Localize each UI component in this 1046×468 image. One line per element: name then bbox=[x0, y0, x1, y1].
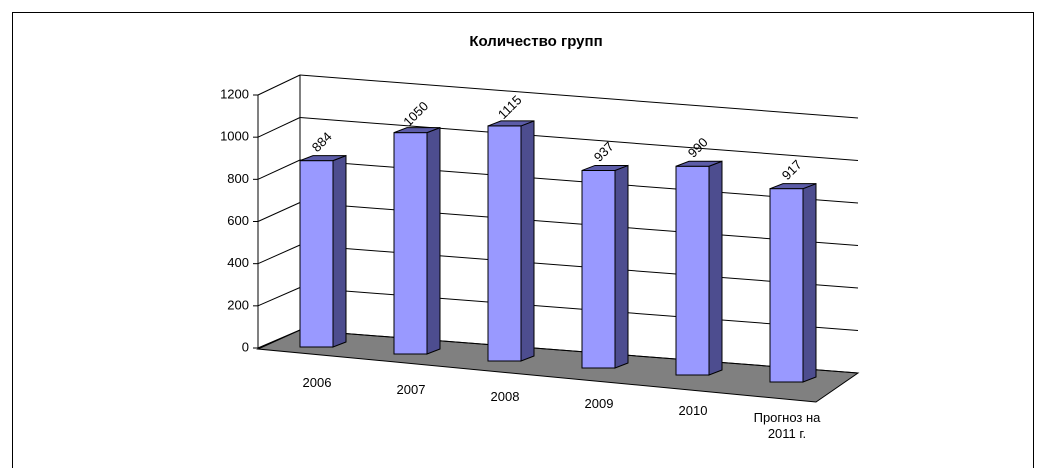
grid-line bbox=[299, 159, 859, 204]
grid-line bbox=[299, 117, 859, 161]
chart-title: Количество групп bbox=[469, 33, 602, 50]
bar-side bbox=[614, 164, 629, 369]
y-tick-label: 1200 bbox=[220, 86, 249, 101]
grid-line bbox=[299, 74, 859, 119]
bar bbox=[299, 154, 347, 348]
bar-top bbox=[487, 120, 535, 127]
bar-side bbox=[426, 126, 441, 355]
x-tick-label: 2007 bbox=[396, 382, 426, 397]
grid-line bbox=[299, 244, 859, 289]
side-grid-line bbox=[257, 117, 301, 138]
x-tick-label: 2009 bbox=[584, 396, 614, 411]
grid-line bbox=[299, 287, 859, 331]
grid-line bbox=[299, 202, 859, 246]
bar-front bbox=[299, 160, 334, 348]
side-grid-line bbox=[257, 329, 301, 349]
grid-line bbox=[299, 329, 859, 374]
y-tick-label: 800 bbox=[227, 171, 249, 186]
bar-top bbox=[675, 160, 723, 167]
bar-top bbox=[299, 155, 347, 162]
bar-front bbox=[487, 125, 522, 362]
y-tick-label: 400 bbox=[227, 255, 249, 270]
x-tick-label: 2006 bbox=[302, 375, 332, 390]
y-tick-label: 0 bbox=[242, 339, 249, 354]
bar-front bbox=[393, 132, 428, 355]
side-grid-line bbox=[257, 244, 301, 265]
bar bbox=[769, 182, 817, 383]
bar bbox=[581, 164, 629, 369]
y-tick-label: 200 bbox=[227, 297, 249, 312]
side-grid-line bbox=[257, 202, 301, 222]
bar-side bbox=[520, 120, 535, 362]
bar-front bbox=[675, 165, 710, 376]
y-tick-label: 600 bbox=[227, 213, 249, 228]
x-tick-label: 2010 bbox=[678, 403, 708, 418]
side-grid-line bbox=[257, 287, 301, 307]
x-tick-label: Прогноз на 2011 г. bbox=[753, 410, 821, 441]
bar bbox=[487, 120, 535, 362]
bar-side bbox=[802, 182, 817, 383]
bar-front bbox=[769, 188, 804, 383]
side-grid-line bbox=[257, 159, 301, 180]
side-grid-line bbox=[257, 74, 301, 96]
bar-front bbox=[581, 169, 616, 369]
bar-side bbox=[708, 160, 723, 376]
bar-top bbox=[581, 164, 629, 171]
x-tick-label: 2008 bbox=[490, 389, 520, 404]
bar-top bbox=[769, 183, 817, 190]
bar-side bbox=[332, 154, 347, 348]
bar bbox=[393, 126, 441, 355]
y-tick-label: 1000 bbox=[220, 129, 249, 144]
bar bbox=[675, 160, 723, 376]
bar-top bbox=[393, 127, 441, 134]
